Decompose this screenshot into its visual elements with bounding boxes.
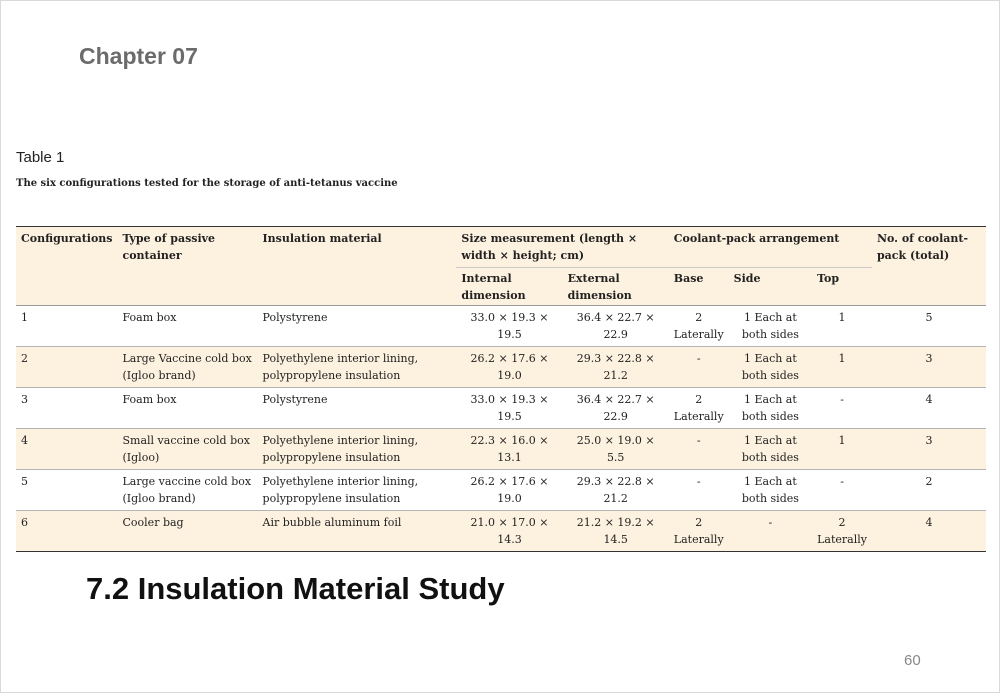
table-header: Configurations Type of passive container… (16, 226, 986, 306)
cell-side: 1 Each at both sides (728, 305, 813, 347)
cell-insulation: Polystyrene (257, 387, 457, 429)
cell-insulation: Polyethylene interior lining, polypropyl… (257, 469, 457, 511)
table-row: 2 Large Vaccine cold box (Igloo brand) P… (16, 346, 986, 388)
cell-base: - (668, 469, 729, 511)
cell-container: Foam box (117, 305, 258, 347)
table-row: 3 Foam box Polystyrene 33.0 × 19.3 × 19.… (16, 387, 986, 429)
cell-internal: 22.3 × 16.0 × 13.1 (456, 428, 563, 470)
cell-base: 2 Laterally (668, 305, 729, 347)
cell-side: 1 Each at both sides (728, 469, 813, 511)
cell-internal: 21.0 × 17.0 × 14.3 (456, 510, 563, 552)
cell-count: 4 (871, 387, 986, 429)
cell-external: 21.2 × 19.2 × 14.5 (562, 510, 669, 552)
cell-top: 1 (812, 305, 872, 347)
header-configurations: Configurations (16, 226, 118, 306)
cell-container: Large vaccine cold box (Igloo brand) (117, 469, 258, 511)
cell-internal: 33.0 × 19.3 × 19.5 (456, 305, 563, 347)
cell-config: 1 (16, 305, 118, 347)
cell-insulation: Polyethylene interior lining, polypropyl… (257, 346, 457, 388)
cell-internal: 26.2 × 17.6 × 19.0 (456, 469, 563, 511)
cell-side: 1 Each at both sides (728, 387, 813, 429)
cell-count: 5 (871, 305, 986, 347)
table-row: 1 Foam box Polystyrene 33.0 × 19.3 × 19.… (16, 305, 986, 347)
cell-insulation: Air bubble aluminum foil (257, 510, 457, 552)
cell-config: 4 (16, 428, 118, 470)
table-row: 5 Large vaccine cold box (Igloo brand) P… (16, 469, 986, 511)
header-internal: Internal dimension (456, 267, 563, 306)
cell-external: 36.4 × 22.7 × 22.9 (562, 305, 669, 347)
cell-config: 6 (16, 510, 118, 552)
header-top: Top (812, 267, 872, 306)
cell-side: 1 Each at both sides (728, 346, 813, 388)
cell-internal: 26.2 × 17.6 × 19.0 (456, 346, 563, 388)
header-insulation: Insulation material (257, 226, 457, 306)
configurations-table: Configurations Type of passive container… (16, 226, 986, 552)
cell-insulation: Polystyrene (257, 305, 457, 347)
cell-container: Small vaccine cold box (Igloo) (117, 428, 258, 470)
header-side: Side (728, 267, 813, 306)
cell-external: 29.3 × 22.8 × 21.2 (562, 346, 669, 388)
table-row: 4 Small vaccine cold box (Igloo) Polyeth… (16, 428, 986, 470)
page-number: 60 (904, 652, 921, 669)
cell-external: 36.4 × 22.7 × 22.9 (562, 387, 669, 429)
header-container: Type of passive container (117, 226, 258, 306)
cell-side: - (728, 510, 813, 552)
header-external: External dimension (562, 267, 669, 306)
cell-base: 2 Laterally (668, 387, 729, 429)
table-label: Table 1 (16, 149, 65, 166)
cell-base: - (668, 428, 729, 470)
cell-top: 1 (812, 428, 872, 470)
cell-top: - (812, 387, 872, 429)
cell-count: 2 (871, 469, 986, 511)
cell-container: Cooler bag (117, 510, 258, 552)
cell-insulation: Polyethylene interior lining, polypropyl… (257, 428, 457, 470)
chapter-title: Chapter 07 (79, 43, 198, 69)
header-base: Base (668, 267, 729, 306)
table-caption: The six configurations tested for the st… (16, 178, 398, 189)
cell-count: 3 (871, 428, 986, 470)
cell-container: Foam box (117, 387, 258, 429)
cell-top: - (812, 469, 872, 511)
section-heading: 7.2 Insulation Material Study (86, 571, 505, 606)
cell-config: 2 (16, 346, 118, 388)
cell-internal: 33.0 × 19.3 × 19.5 (456, 387, 563, 429)
cell-count: 4 (871, 510, 986, 552)
header-coolant: Coolant-pack arrangement (668, 226, 872, 268)
cell-external: 29.3 × 22.8 × 21.2 (562, 469, 669, 511)
cell-base: - (668, 346, 729, 388)
cell-base: 2 Laterally (668, 510, 729, 552)
cell-container: Large Vaccine cold box (Igloo brand) (117, 346, 258, 388)
cell-top: 2 Laterally (812, 510, 872, 552)
header-size: Size measurement (length × width × heigh… (456, 226, 669, 268)
cell-config: 5 (16, 469, 118, 511)
cell-top: 1 (812, 346, 872, 388)
table-row: 6 Cooler bag Air bubble aluminum foil 21… (16, 510, 986, 552)
cell-side: 1 Each at both sides (728, 428, 813, 470)
header-coolant-count: No. of coolant- pack (total) (871, 226, 986, 306)
cell-count: 3 (871, 346, 986, 388)
cell-external: 25.0 × 19.0 × 5.5 (562, 428, 669, 470)
cell-config: 3 (16, 387, 118, 429)
